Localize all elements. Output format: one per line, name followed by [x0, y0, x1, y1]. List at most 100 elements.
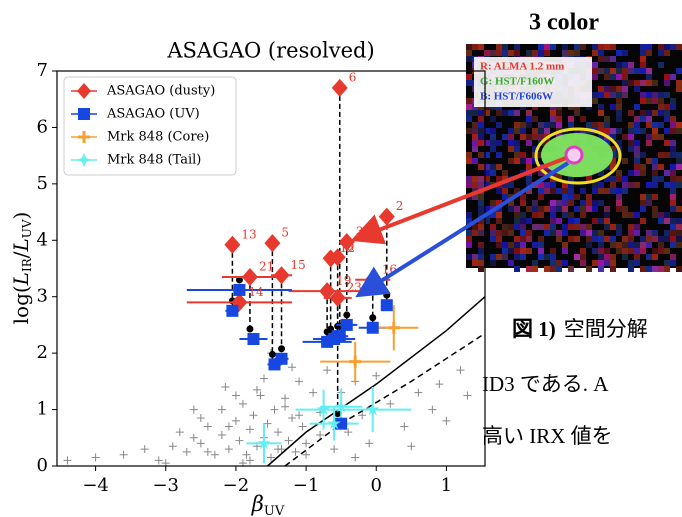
inset-pixel: [472, 44, 478, 50]
inset-pixel: [616, 92, 622, 98]
inset-pixel: [574, 254, 580, 260]
inset-pixel: [550, 182, 556, 188]
inset-pixel: [622, 176, 628, 182]
inset-pixel: [568, 116, 574, 122]
inset-pixel: [646, 116, 652, 122]
connector-dot: [278, 345, 285, 352]
inset-pixel: [502, 134, 508, 140]
inset-pixel: [478, 134, 484, 140]
inset-pixel: [646, 110, 652, 116]
inset-pixel: [514, 266, 520, 272]
inset-pixel: [508, 134, 514, 140]
inset-pixel: [586, 230, 592, 236]
inset-pixel: [550, 224, 556, 230]
inset-pixel: [664, 80, 670, 86]
point-label: 13: [241, 227, 256, 241]
inset-pixel: [604, 74, 610, 80]
inset-pixel: [520, 242, 526, 248]
inset-pixel: [670, 44, 676, 50]
inset-pixel: [610, 68, 616, 74]
inset-pixel: [670, 74, 676, 80]
inset-pixel: [472, 254, 478, 260]
inset-pixel: [652, 128, 658, 134]
square-marker: [247, 333, 259, 345]
inset-pixel: [610, 260, 616, 266]
inset-pixel: [484, 50, 490, 56]
inset-pixel: [472, 128, 478, 134]
inset-pixel: [634, 122, 640, 128]
inset-pixel: [634, 146, 640, 152]
legend-label: Mrk 848 (Core): [107, 130, 209, 145]
chart-title: ASAGAO (resolved): [166, 39, 374, 63]
inset-pixel: [658, 164, 664, 170]
inset-pixel: [670, 152, 676, 158]
inset-pixel: [514, 128, 520, 134]
square-marker: [321, 336, 333, 348]
inset-pixel: [580, 188, 586, 194]
inset-pixel: [610, 74, 616, 80]
inset-pixel: [532, 116, 538, 122]
inset-pixel: [508, 110, 514, 116]
x-tick-label: 0: [371, 475, 382, 496]
inset-pixel: [556, 206, 562, 212]
inset-pixel: [508, 260, 514, 266]
square-marker: [367, 322, 379, 334]
inset-pixel: [658, 248, 664, 254]
inset-pixel: [520, 248, 526, 254]
inset-pixel: [544, 266, 550, 272]
inset-pixel: [592, 182, 598, 188]
inset-pixel: [580, 116, 586, 122]
caption-line: 高い IRX 値を: [482, 424, 613, 448]
inset-pixel: [532, 134, 538, 140]
inset-pixel: [610, 188, 616, 194]
inset-pixel: [592, 236, 598, 242]
inset-pixel: [514, 206, 520, 212]
inset-pixel: [508, 242, 514, 248]
inset-pixel: [670, 164, 676, 170]
inset-pixel: [598, 104, 604, 110]
inset-pixel: [556, 260, 562, 266]
inset-pixel: [634, 158, 640, 164]
inset-pixel: [664, 236, 670, 242]
inset-pixel: [616, 68, 622, 74]
inset-pixel: [598, 248, 604, 254]
inset-pixel: [598, 266, 604, 272]
inset-pixel: [646, 242, 652, 248]
inset-pixel: [598, 254, 604, 260]
inset-title: 3 color: [529, 10, 599, 36]
inset-pixel: [466, 56, 472, 62]
inset-pixel: [664, 230, 670, 236]
inset-pixel: [658, 212, 664, 218]
inset-pixel: [616, 200, 622, 206]
inset-pixel: [508, 206, 514, 212]
inset-pixel: [640, 92, 646, 98]
inset-pixel: [508, 182, 514, 188]
inset-pixel: [646, 134, 652, 140]
inset-pixel: [664, 128, 670, 134]
inset-pixel: [586, 266, 592, 272]
inset-pixel: [478, 182, 484, 188]
inset-pixel: [568, 122, 574, 128]
inset-pixel: [592, 260, 598, 266]
inset-pixel: [634, 116, 640, 122]
inset-pixel: [646, 254, 652, 260]
inset-pixel: [562, 200, 568, 206]
inset-pixel: [658, 152, 664, 158]
inset-pixel: [556, 188, 562, 194]
inset-pixel: [580, 260, 586, 266]
inset-pixel: [610, 56, 616, 62]
inset-pixel: [580, 254, 586, 260]
inset-pixel: [622, 236, 628, 242]
inset-pixel: [538, 50, 544, 56]
inset-pixel: [496, 44, 502, 50]
inset-pixel: [646, 92, 652, 98]
inset-pixel: [628, 140, 634, 146]
inset-pixel: [478, 110, 484, 116]
inset-pixel: [652, 266, 658, 272]
inset-pixel: [478, 164, 484, 170]
inset-pixel: [670, 260, 676, 266]
inset-pixel: [526, 158, 532, 164]
inset-pixel: [634, 104, 640, 110]
inset-pixel: [502, 44, 508, 50]
inset-pixel: [604, 128, 610, 134]
